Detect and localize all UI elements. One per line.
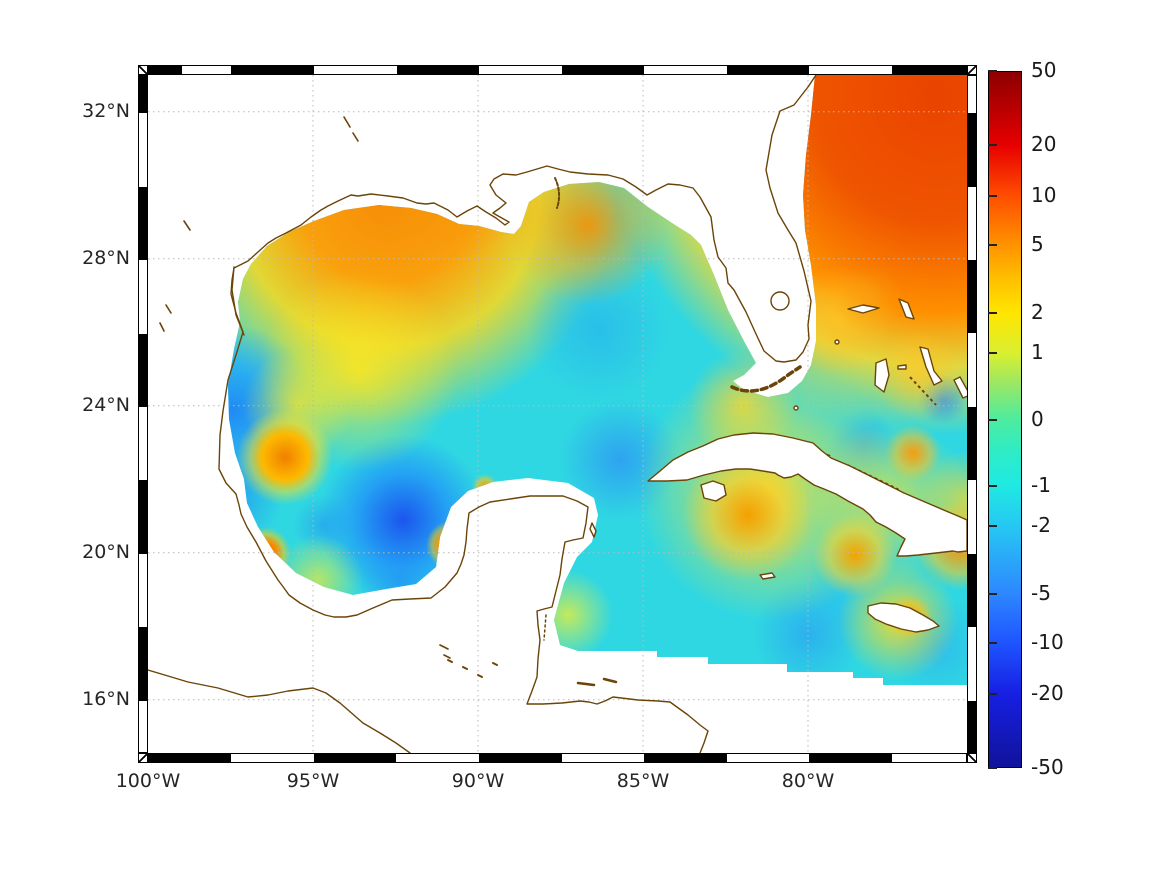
cuba <box>647 432 967 557</box>
colorbar-tick-label: -1 <box>1031 472 1051 497</box>
x-tick-label: 95°W <box>286 770 340 792</box>
frame-segment <box>139 76 147 114</box>
x-tick-label: 85°W <box>616 770 670 792</box>
grand-cayman <box>759 572 776 580</box>
bimini <box>834 339 840 345</box>
colorbar-tick <box>988 143 997 146</box>
colorbar-tick <box>988 484 997 487</box>
colorbar-tick <box>988 767 997 769</box>
eleuthera <box>919 346 943 386</box>
colorbar-tick-label: 0 <box>1031 406 1044 431</box>
frame-segment <box>139 627 147 701</box>
frame-segment <box>139 333 147 407</box>
colorbar-tick-label: -10 <box>1031 630 1064 655</box>
frame-segment <box>314 754 397 762</box>
frame-segment <box>968 406 976 481</box>
cay-sal <box>793 405 799 411</box>
texas-barrier-island <box>231 266 245 336</box>
y-tick-label: 24°N <box>82 393 130 416</box>
belize-barrier-cays <box>543 614 547 641</box>
y-tick-label: 32°N <box>82 99 130 122</box>
frame-corner-bottomleft <box>138 753 148 763</box>
colorbar-tick <box>988 693 997 696</box>
y-tick-label: 28°N <box>82 246 130 269</box>
frame-corner-topright <box>967 65 977 75</box>
jamaica <box>867 602 940 633</box>
colorbar-tick-label: 2 <box>1031 299 1044 324</box>
new-providence <box>897 364 907 370</box>
colorbar-tick <box>988 642 997 645</box>
frame-segment <box>479 754 562 762</box>
frame-segment <box>139 480 147 554</box>
colorbar-tick-label: -2 <box>1031 513 1051 538</box>
bay-islands-honduras <box>576 677 618 687</box>
colorbar-tick-label: 1 <box>1031 340 1044 365</box>
lake-okeechobee <box>770 291 790 311</box>
colorbar-tick-label: 10 <box>1031 182 1057 207</box>
colorbar-tick <box>988 70 997 72</box>
frame-top <box>148 65 968 75</box>
frame-right <box>967 75 977 754</box>
coast-layer <box>148 75 967 753</box>
islands <box>589 291 967 633</box>
frame-segment <box>968 700 976 754</box>
exuma-cays <box>909 376 937 406</box>
mainland-coastline <box>218 75 817 753</box>
chandeleur-islands <box>554 177 561 209</box>
frame-segment <box>149 754 232 762</box>
abaco <box>898 298 915 320</box>
pacific-coastline-mexico <box>148 669 411 753</box>
colorbar-tick <box>988 194 997 197</box>
frame-segment <box>891 66 968 74</box>
florida-keys <box>730 365 802 393</box>
isla-de-la-juventud <box>700 480 727 502</box>
colorbar-tick-label: -20 <box>1031 681 1064 706</box>
andros <box>874 358 890 393</box>
frame-segment <box>809 754 892 762</box>
frame-segment <box>968 260 976 334</box>
inland-lakes <box>159 116 451 659</box>
frame-segment <box>139 186 147 260</box>
frame-segment <box>644 754 727 762</box>
frame-segment <box>396 66 480 74</box>
coastlines <box>148 75 899 753</box>
colorbar-tick-label: 20 <box>1031 131 1057 156</box>
y-tick-label: 16°N <box>82 687 130 710</box>
colorbar-tick <box>988 592 997 595</box>
frame-segment <box>968 113 976 187</box>
map-area <box>148 75 967 753</box>
colorbar-tick-label: -50 <box>1031 755 1064 779</box>
frame-segment <box>561 66 645 74</box>
cozumel <box>589 522 597 538</box>
frame-segment <box>726 66 810 74</box>
colorbar-tick-label: 5 <box>1031 232 1044 257</box>
frame-corner-topleft <box>138 65 148 75</box>
frame-left <box>138 75 148 753</box>
cat-island <box>953 376 967 399</box>
colorbar-tick <box>988 525 997 528</box>
small-cays <box>447 659 498 678</box>
x-tick-label: 100°W <box>115 770 181 792</box>
colorbar-tick-label: -5 <box>1031 580 1051 605</box>
y-tick-label: 20°N <box>82 540 130 563</box>
frame-segment <box>968 553 976 628</box>
grand-bahama <box>847 304 880 314</box>
colorbar-tick <box>988 244 997 247</box>
frame-segment <box>231 66 315 74</box>
x-tick-label: 90°W <box>451 770 505 792</box>
x-tick-label: 80°W <box>781 770 835 792</box>
frame-corner-bottomright <box>967 753 977 763</box>
grid-layer <box>148 75 967 753</box>
colorbar-tick-label: 50 <box>1031 58 1057 82</box>
frame-segment <box>149 66 182 74</box>
colorbar-tick <box>988 418 997 421</box>
colorbar-tick <box>988 352 997 355</box>
frame-bottom <box>148 753 967 763</box>
colorbar-tick <box>988 311 997 314</box>
